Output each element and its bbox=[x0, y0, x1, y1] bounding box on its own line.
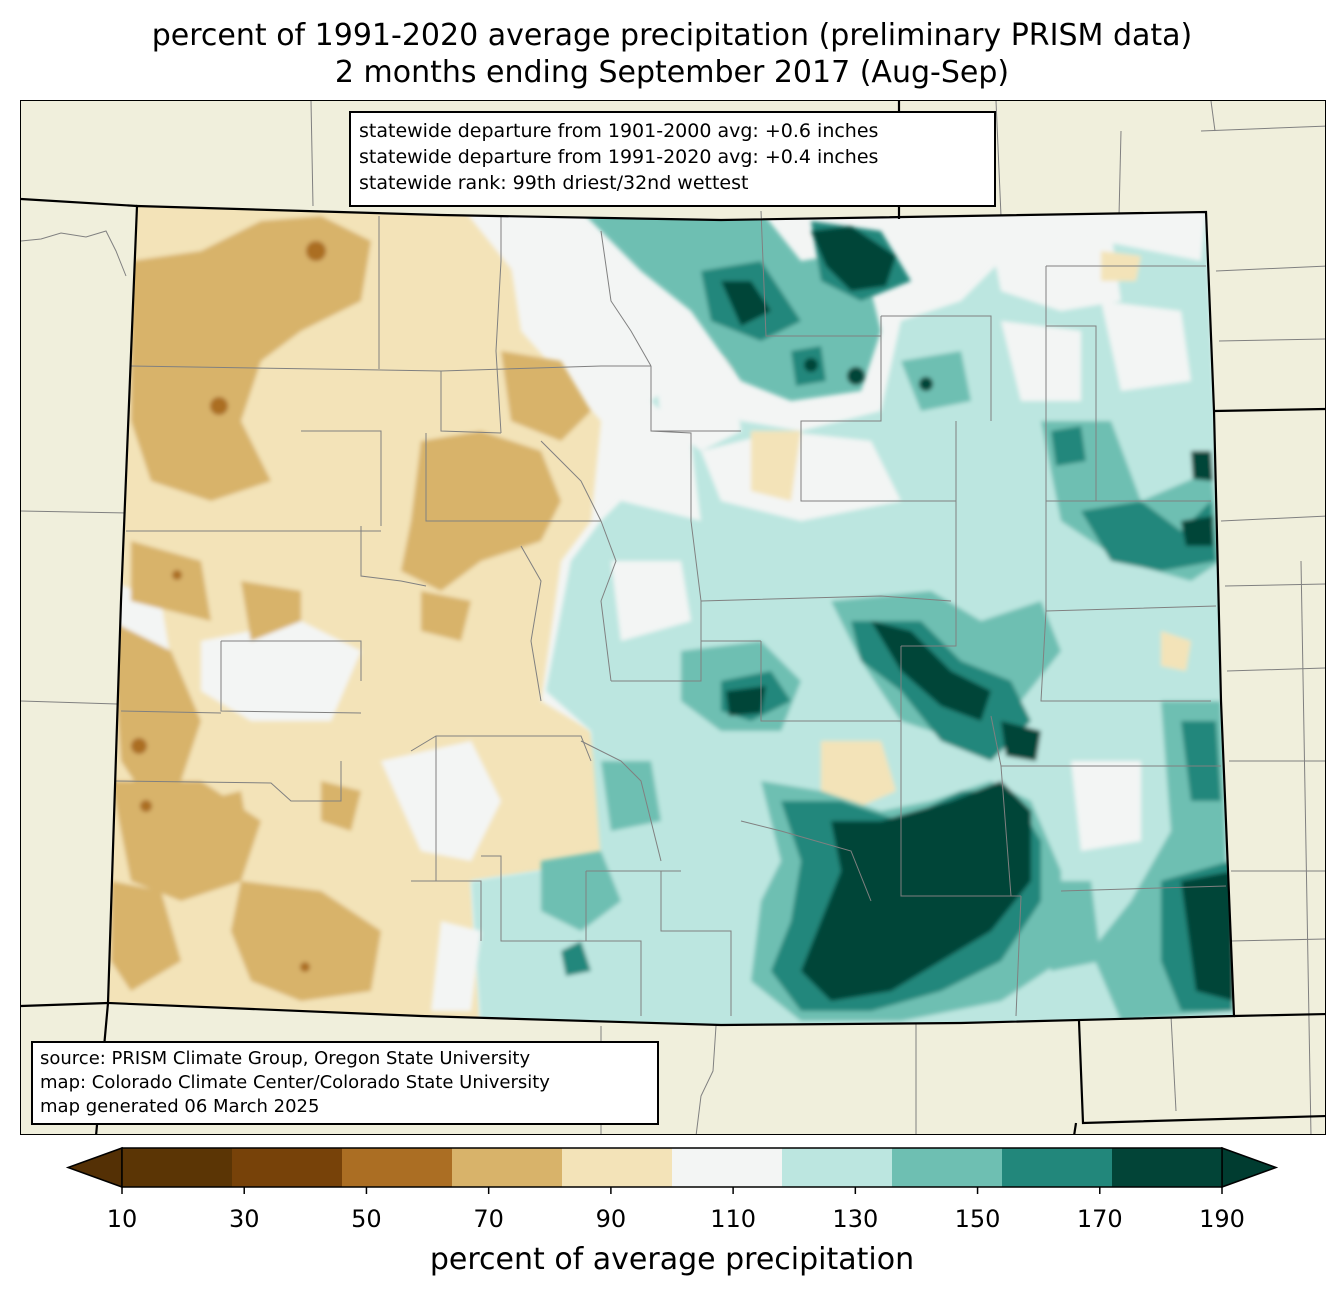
map-title-line2: 2 months ending September 2017 (Aug-Sep) bbox=[334, 55, 1010, 90]
colorbar-tick-label: 90 bbox=[595, 1205, 627, 1233]
colorbar-segment bbox=[452, 1148, 563, 1187]
source-line-1: source: PRISM Climate Group, Oregon Stat… bbox=[40, 1048, 531, 1069]
source-line-2: map: Colorado Climate Center/Colorado St… bbox=[40, 1072, 550, 1093]
colorbar bbox=[65, 1146, 1279, 1194]
statewide-stats-box: statewide departure from 1901-2000 avg: … bbox=[349, 111, 996, 207]
source-line-3: map generated 06 March 2025 bbox=[40, 1096, 320, 1117]
colorbar-segment bbox=[672, 1148, 783, 1187]
colorbar-segment bbox=[232, 1148, 343, 1187]
county-lines bbox=[115, 210, 1227, 1017]
colorbar-segment bbox=[122, 1148, 233, 1187]
colorbar-tick-label: 150 bbox=[954, 1205, 1001, 1233]
colorbar-under-arrow bbox=[65, 1146, 123, 1189]
colorbar-tick-label: 30 bbox=[228, 1205, 260, 1233]
colorbar-tick-label: 130 bbox=[832, 1205, 879, 1233]
precipitation-map bbox=[21, 101, 1325, 1134]
colorbar-tick-label: 110 bbox=[710, 1205, 757, 1233]
colorbar-segment bbox=[782, 1148, 893, 1187]
map-title-line1: percent of 1991-2020 average precipitati… bbox=[151, 18, 1193, 53]
stats-line-3: statewide rank: 99th driest/32nd wettest bbox=[359, 172, 749, 194]
colorbar-frame bbox=[121, 1147, 1223, 1188]
colorbar-segment bbox=[892, 1148, 1003, 1187]
colorbar-tick-label: 170 bbox=[1076, 1205, 1123, 1233]
colorbar-label: percent of average precipitation bbox=[429, 1242, 915, 1277]
map-panel bbox=[20, 100, 1326, 1135]
colorbar-segment bbox=[1002, 1148, 1113, 1187]
colorbar-over-arrow bbox=[1221, 1146, 1279, 1189]
source-credit-box: source: PRISM Climate Group, Oregon Stat… bbox=[31, 1041, 659, 1125]
stats-line-2: statewide departure from 1991-2020 avg: … bbox=[359, 146, 879, 168]
colorbar-tick-label: 10 bbox=[106, 1205, 138, 1233]
colorbar-tick-label: 70 bbox=[473, 1205, 504, 1233]
stats-line-1: statewide departure from 1901-2000 avg: … bbox=[359, 120, 879, 142]
colorbar-tick-label: 190 bbox=[1199, 1205, 1245, 1233]
colorbar-segment bbox=[562, 1148, 673, 1187]
neighbor-state-lines bbox=[21, 101, 1325, 1134]
colorbar-segment bbox=[342, 1148, 453, 1187]
colorbar-tick-label: 50 bbox=[351, 1205, 382, 1233]
colorbar-segment bbox=[1112, 1148, 1223, 1187]
